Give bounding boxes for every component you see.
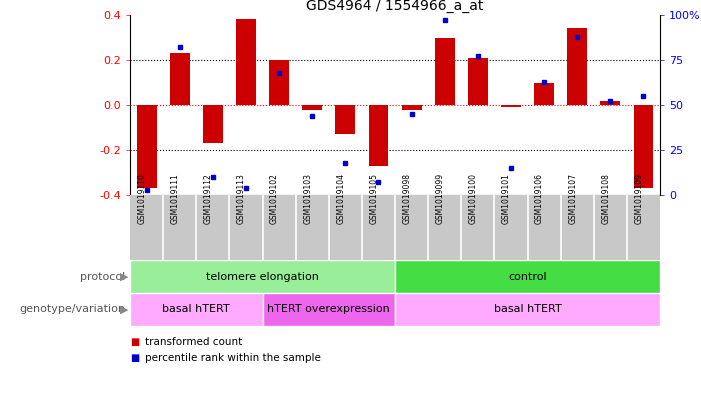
Bar [262,293,395,326]
Bar [534,83,554,105]
Bar [395,260,660,293]
Bar [402,105,421,110]
Bar [369,105,388,166]
Bar [335,105,355,134]
Bar [269,60,289,105]
Text: GSM1019103: GSM1019103 [304,173,312,224]
Bar [130,260,395,293]
Text: telomere elongation: telomere elongation [206,272,319,281]
Bar [600,101,620,105]
Bar [634,105,653,188]
Text: GSM1019099: GSM1019099 [436,173,444,224]
Text: GSM1019111: GSM1019111 [170,173,179,224]
Text: ■: ■ [130,353,139,363]
Bar [395,293,660,326]
Bar [170,53,190,105]
Text: GSM1019105: GSM1019105 [369,173,379,224]
Bar [137,105,156,188]
Text: GSM1019112: GSM1019112 [204,173,213,224]
Text: control: control [508,272,547,281]
Text: hTERT overexpression: hTERT overexpression [267,305,390,314]
Text: genotype/variation: genotype/variation [19,305,125,314]
Text: GSM1019102: GSM1019102 [270,173,279,224]
Text: GSM1019113: GSM1019113 [237,173,246,224]
Text: GSM1019109: GSM1019109 [634,173,644,224]
Text: GSM1019101: GSM1019101 [502,173,511,224]
Bar [236,20,256,105]
Text: transformed count: transformed count [145,337,243,347]
Text: protocol: protocol [80,272,125,281]
Text: ▶: ▶ [119,272,128,281]
Text: GSM1019108: GSM1019108 [601,173,611,224]
Text: GSM1019100: GSM1019100 [469,173,478,224]
Bar [468,58,488,105]
Bar [435,37,455,105]
Text: ■: ■ [130,337,139,347]
Text: GSM1019098: GSM1019098 [402,173,411,224]
Text: GSM1019107: GSM1019107 [569,173,577,224]
Title: GDS4964 / 1554966_a_at: GDS4964 / 1554966_a_at [306,0,484,13]
Text: GSM1019110: GSM1019110 [137,173,147,224]
Bar [130,293,262,326]
Bar [501,105,521,107]
Bar [567,29,587,105]
Bar [203,105,223,143]
Bar [302,105,322,110]
Text: ▶: ▶ [119,305,128,314]
Text: GSM1019106: GSM1019106 [535,173,544,224]
Text: percentile rank within the sample: percentile rank within the sample [145,353,321,363]
Text: basal hTERT: basal hTERT [163,305,230,314]
Text: GSM1019104: GSM1019104 [336,173,346,224]
Text: basal hTERT: basal hTERT [494,305,562,314]
